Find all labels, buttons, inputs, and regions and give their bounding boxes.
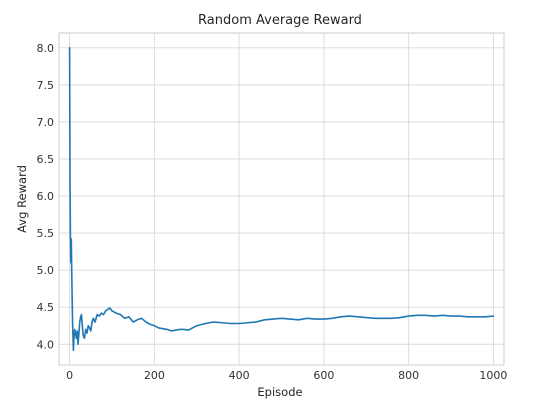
y-tick-label: 4.0 <box>37 338 55 351</box>
series-group <box>68 47 495 351</box>
plot-area <box>58 32 505 366</box>
y-tick-label: 6.0 <box>37 190 55 203</box>
y-tick-label: 5.0 <box>37 264 55 277</box>
y-axis-label: Avg Reward <box>15 165 29 233</box>
y-tick-label: 8.0 <box>37 42 55 55</box>
chart-title: Random Average Reward <box>198 13 362 28</box>
series-line-0 <box>68 47 495 351</box>
x-tick-label: 600 <box>313 369 334 382</box>
x-axis-label: Episode <box>257 385 302 399</box>
x-tick-label: 400 <box>229 369 250 382</box>
x-tick-label: 800 <box>398 369 419 382</box>
x-tick-label: 0 <box>66 369 73 382</box>
y-tick-label: 7.0 <box>37 116 55 129</box>
y-tick-label: 7.5 <box>37 79 55 92</box>
y-tick-label: 4.5 <box>37 301 55 314</box>
y-axis-ticks: 4.0 4.5 5.0 5.5 6.0 6.5 7.0 7.5 8.0 <box>37 42 55 351</box>
x-tick-label: 200 <box>144 369 165 382</box>
grid <box>59 33 504 365</box>
x-axis-ticks: 0 200 400 600 800 1000 <box>66 369 507 382</box>
x-tick-label: 1000 <box>479 369 507 382</box>
y-tick-label: 5.5 <box>37 227 55 240</box>
y-tick-label: 6.5 <box>37 153 55 166</box>
